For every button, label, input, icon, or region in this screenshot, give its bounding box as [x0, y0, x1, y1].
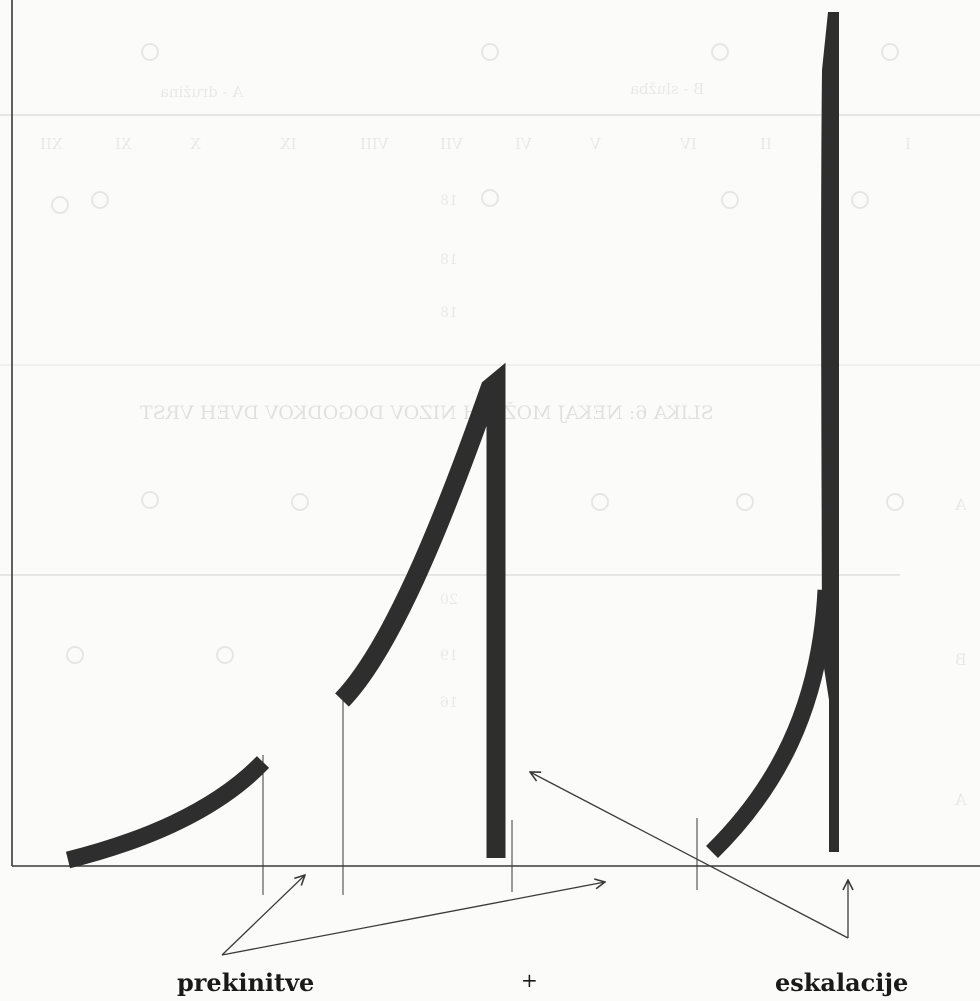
curve-segment-1: [65, 756, 270, 869]
label-eskalacije: eskalacije: [775, 968, 909, 997]
label-prekinitve: prekinitve: [177, 968, 315, 997]
arrow-to-second-break: [221, 882, 605, 956]
arrow-to-escalation-one: [530, 772, 849, 939]
curve-segment-3: [706, 589, 835, 859]
curve-segment-2: [335, 362, 506, 858]
arrow-to-first-break: [221, 875, 305, 956]
label-plus: +: [521, 968, 538, 992]
spike-segment: [821, 12, 839, 852]
